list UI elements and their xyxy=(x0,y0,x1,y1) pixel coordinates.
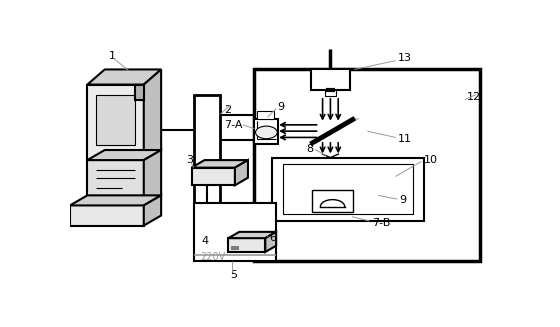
Bar xyxy=(231,246,239,250)
Text: 1: 1 xyxy=(109,51,116,60)
Polygon shape xyxy=(144,150,161,205)
Polygon shape xyxy=(228,232,276,238)
Polygon shape xyxy=(228,238,265,252)
Bar xyxy=(196,172,202,176)
Text: 2: 2 xyxy=(224,105,231,115)
Bar xyxy=(312,190,353,212)
Polygon shape xyxy=(144,195,161,226)
Bar xyxy=(96,95,135,145)
Bar xyxy=(311,69,350,90)
Bar xyxy=(205,172,212,176)
Text: 220V: 220V xyxy=(200,252,226,262)
Bar xyxy=(194,95,220,203)
Polygon shape xyxy=(235,160,248,185)
Bar xyxy=(272,158,424,220)
Bar xyxy=(205,178,212,181)
Polygon shape xyxy=(192,160,248,168)
Text: 3: 3 xyxy=(186,155,193,165)
Bar xyxy=(256,111,274,119)
Polygon shape xyxy=(310,118,360,144)
Text: 9: 9 xyxy=(399,196,406,205)
Text: 7-A: 7-A xyxy=(224,120,242,130)
Circle shape xyxy=(123,181,130,185)
Text: 5: 5 xyxy=(230,270,237,280)
Polygon shape xyxy=(87,85,144,160)
Text: 13: 13 xyxy=(398,53,412,63)
Polygon shape xyxy=(70,205,144,226)
Polygon shape xyxy=(144,69,161,160)
Bar xyxy=(325,90,335,96)
Bar xyxy=(254,69,480,261)
Bar xyxy=(254,119,278,144)
Text: 8: 8 xyxy=(306,144,314,154)
Bar xyxy=(194,203,276,261)
Polygon shape xyxy=(87,150,161,160)
Polygon shape xyxy=(70,195,161,205)
Text: 11: 11 xyxy=(398,134,412,144)
Text: 9: 9 xyxy=(277,102,284,112)
Polygon shape xyxy=(87,160,144,205)
Bar xyxy=(196,178,202,181)
Polygon shape xyxy=(192,168,235,185)
Circle shape xyxy=(255,126,277,139)
Text: 7-B: 7-B xyxy=(372,218,390,228)
Bar xyxy=(283,164,413,214)
Bar xyxy=(214,178,221,181)
Bar xyxy=(214,172,221,176)
Polygon shape xyxy=(135,85,144,100)
Text: 4: 4 xyxy=(202,236,209,246)
Polygon shape xyxy=(265,232,276,252)
Text: 6: 6 xyxy=(270,233,277,243)
Polygon shape xyxy=(87,69,161,85)
Text: 10: 10 xyxy=(424,155,438,165)
Bar xyxy=(223,178,230,181)
Bar xyxy=(223,172,230,176)
Text: 12: 12 xyxy=(467,92,481,102)
